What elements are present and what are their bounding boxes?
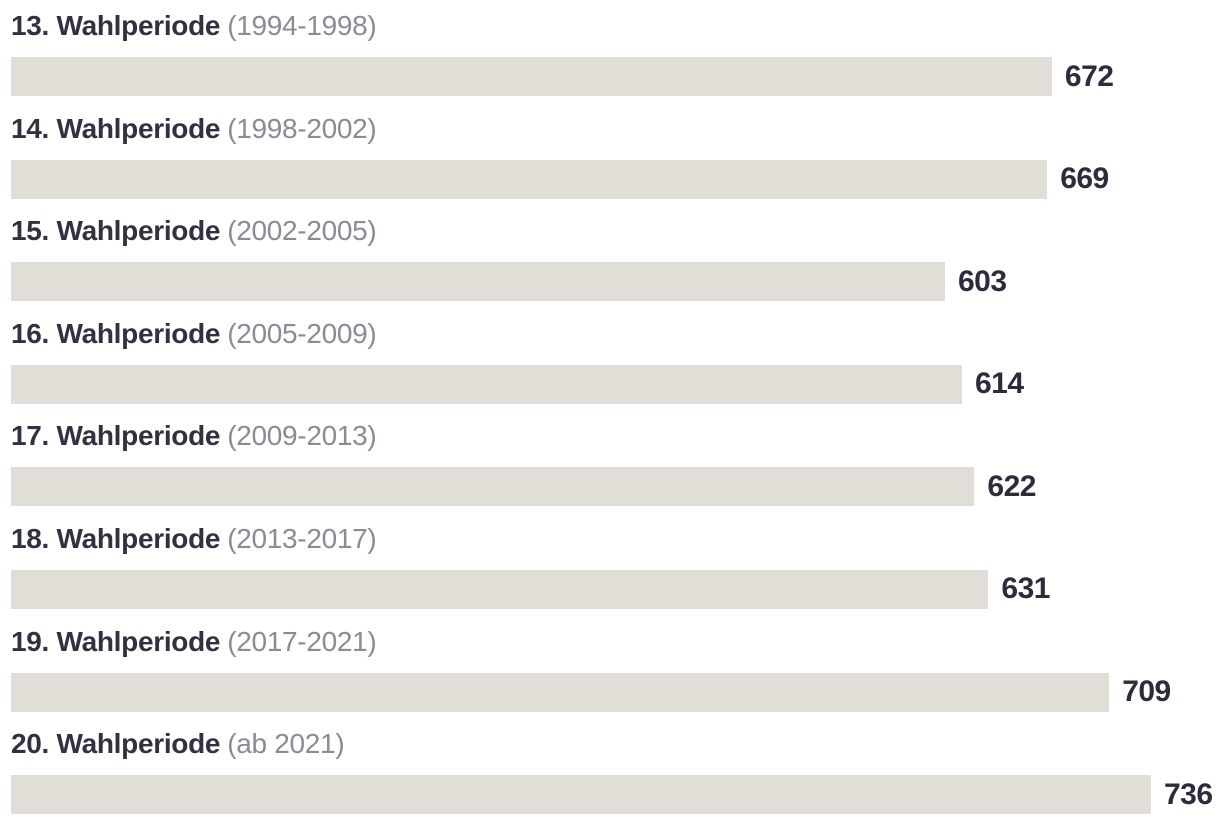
period-label: (1994-1998) [227, 10, 377, 41]
row-label: 20. Wahlperiode (ab 2021) [11, 724, 345, 764]
chart-row: 18. Wahlperiode (2013-2017) 631 [11, 523, 1220, 630]
period-label: (2009-2013) [227, 420, 377, 452]
bar-value-label: 603 [958, 264, 1007, 298]
row-label: 19. Wahlperiode (2017-2021) [11, 622, 377, 662]
period-label: (2002-2005) [227, 215, 377, 247]
period-label: (2013-2017) [227, 522, 377, 554]
chart-row: 15. Wahlperiode (2002-2005) 603 [11, 215, 1220, 322]
bar-chart-rows: 13. Wahlperiode (1994-1998) 672 14. Wahlp… [11, 10, 1220, 835]
bar-line: 736 [11, 775, 1213, 815]
bar-value-label: 614 [975, 367, 1024, 401]
wahlperiode-label: 15. Wahlperiode [11, 215, 221, 247]
chart-row: 20. Wahlperiode (ab 2021) 736 [11, 728, 1220, 835]
wahlperiode-label: 16. Wahlperiode [11, 317, 221, 349]
row-label: 14. Wahlperiode (1998-2002) [11, 109, 377, 149]
chart-row: 13. Wahlperiode (1994-1998) 672 [11, 10, 1220, 117]
bar [11, 57, 1052, 96]
chart-row: 17. Wahlperiode (2009-2013) 622 [11, 420, 1220, 527]
row-label: 13. Wahlperiode (1994-1998) [11, 6, 377, 46]
bar [11, 569, 989, 609]
period-label: (1998-2002) [227, 112, 377, 144]
bar [11, 364, 962, 404]
bar-value-label: 622 [987, 469, 1036, 503]
wahlperiode-label: 13. Wahlperiode [11, 10, 221, 41]
bar-line: 622 [11, 467, 1208, 507]
bar-value-label: 736 [1164, 777, 1213, 811]
period-label: (2017-2021) [227, 625, 377, 657]
bar-value-label: 709 [1122, 675, 1171, 709]
row-label: 16. Wahlperiode (2005-2009) [11, 314, 377, 354]
row-label: 15. Wahlperiode (2002-2005) [11, 211, 377, 251]
bar [11, 159, 1048, 199]
bar-line: 709 [11, 672, 1208, 712]
bar-line: 672 [11, 57, 1208, 96]
bar-value-label: 631 [1001, 572, 1050, 606]
bar-line: 669 [11, 159, 1208, 199]
bar-line: 614 [11, 364, 1208, 404]
period-label: (2005-2009) [227, 317, 377, 349]
bar-line: 603 [11, 262, 1208, 302]
wahlperiode-label: 19. Wahlperiode [11, 625, 221, 657]
bar-chart: 13. Wahlperiode (1994-1998) 672 14. Wahlp… [11, 10, 1220, 835]
chart-row: 19. Wahlperiode (2017-2021) 709 [11, 626, 1220, 733]
wahlperiode-label: 20. Wahlperiode [11, 728, 221, 760]
wahlperiode-label: 18. Wahlperiode [11, 522, 221, 554]
chart-row: 16. Wahlperiode (2005-2009) 614 [11, 318, 1220, 425]
bar-value-label: 669 [1060, 162, 1109, 196]
bar [11, 467, 975, 507]
bar-value-label: 672 [1064, 59, 1114, 93]
row-label: 18. Wahlperiode (2013-2017) [11, 519, 377, 559]
wahlperiode-label: 17. Wahlperiode [11, 420, 221, 452]
bar [11, 262, 945, 302]
row-label: 17. Wahlperiode (2009-2013) [11, 416, 377, 456]
bar-line: 631 [11, 569, 1208, 609]
period-label: (ab 2021) [227, 728, 345, 760]
bar [11, 775, 1151, 815]
bar [11, 672, 1110, 712]
chart-row: 14. Wahlperiode (1998-2002) 669 [11, 113, 1220, 220]
wahlperiode-label: 14. Wahlperiode [11, 112, 221, 144]
